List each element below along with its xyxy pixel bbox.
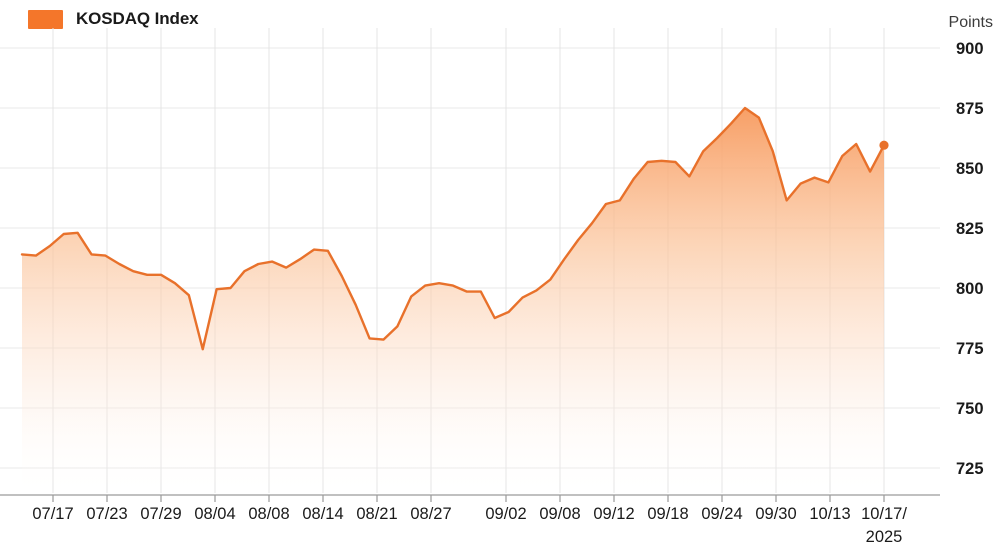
- svg-text:750: 750: [956, 400, 984, 418]
- svg-text:800: 800: [956, 280, 984, 298]
- y-axis-tick-labels: 900 875 850 825 800 775 750 725: [956, 40, 984, 478]
- svg-text:900: 900: [956, 40, 984, 58]
- svg-text:09/02: 09/02: [485, 505, 526, 523]
- svg-text:09/08: 09/08: [539, 505, 580, 523]
- svg-text:09/18: 09/18: [647, 505, 688, 523]
- svg-text:10/17/: 10/17/: [861, 505, 907, 523]
- last-data-point-marker: [879, 140, 889, 150]
- svg-text:2025: 2025: [866, 528, 903, 546]
- svg-text:08/08: 08/08: [248, 505, 289, 523]
- svg-text:08/14: 08/14: [302, 505, 343, 523]
- svg-text:08/21: 08/21: [356, 505, 397, 523]
- chart-legend: KOSDAQ Index: [28, 9, 199, 29]
- svg-text:09/12: 09/12: [593, 505, 634, 523]
- legend-label: KOSDAQ Index: [76, 9, 199, 28]
- series-area-kosdaq: [22, 108, 884, 495]
- svg-text:775: 775: [956, 340, 984, 358]
- x-axis-line: [0, 494, 940, 502]
- svg-text:07/23: 07/23: [86, 505, 127, 523]
- y-axis-unit-label: Points: [948, 14, 993, 31]
- svg-text:10/13: 10/13: [809, 505, 850, 523]
- legend-color-swatch: [28, 9, 63, 29]
- series-line-kosdaq: [20, 106, 886, 351]
- svg-text:08/04: 08/04: [194, 505, 235, 523]
- svg-text:850: 850: [956, 160, 984, 178]
- svg-text:09/30: 09/30: [755, 505, 796, 523]
- svg-text:875: 875: [956, 100, 984, 118]
- svg-text:825: 825: [956, 220, 984, 238]
- svg-text:07/29: 07/29: [140, 505, 181, 523]
- svg-text:08/27: 08/27: [410, 505, 451, 523]
- x-axis-tick-labels: 07/17 07/23 07/29 08/04 08/08 08/14 08/21 08/27…: [32, 505, 907, 546]
- svg-text:07/17: 07/17: [32, 505, 73, 523]
- svg-text:725: 725: [956, 460, 984, 478]
- svg-text:09/24: 09/24: [701, 505, 742, 523]
